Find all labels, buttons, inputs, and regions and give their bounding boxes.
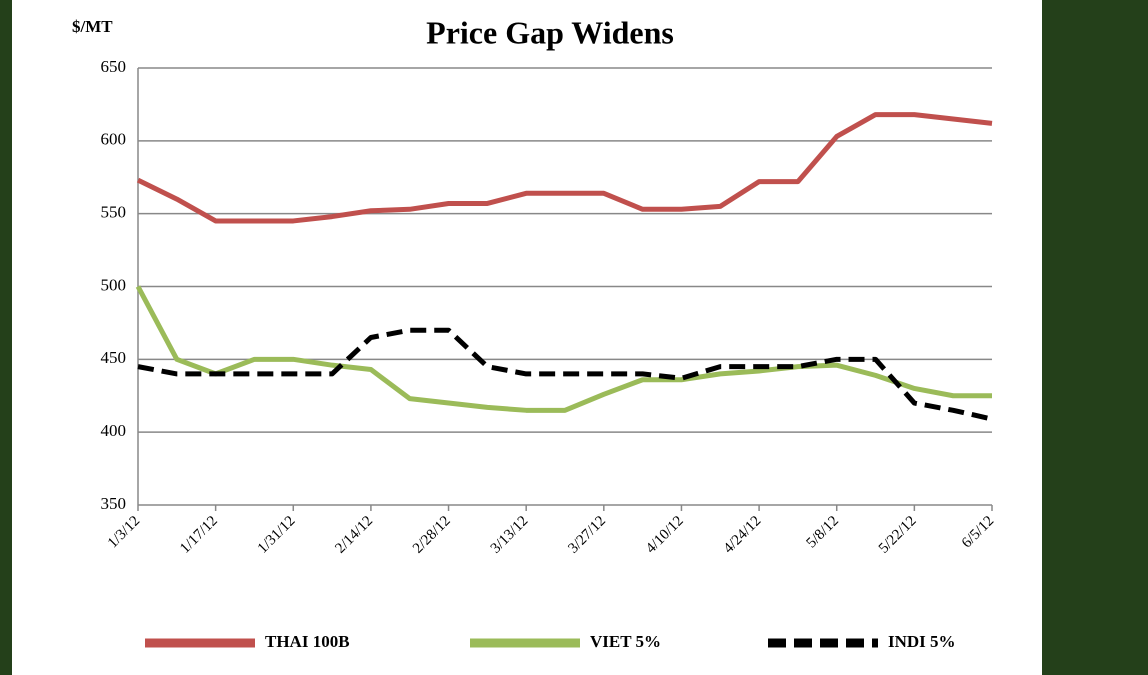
legend-label: THAI 100B bbox=[265, 632, 350, 651]
legend-label: VIET 5% bbox=[590, 632, 661, 651]
y-tick-label: 600 bbox=[101, 130, 127, 149]
y-tick-label: 450 bbox=[101, 348, 127, 367]
y-tick-label: 550 bbox=[101, 203, 127, 222]
y-tick-label: 650 bbox=[101, 57, 127, 76]
chart-title: Price Gap Widens bbox=[426, 14, 674, 50]
y-tick-label: 350 bbox=[101, 494, 127, 513]
series-line bbox=[137, 327, 993, 422]
legend-label: INDI 5% bbox=[888, 632, 956, 651]
y-axis-label: $/MT bbox=[72, 17, 113, 36]
series-line bbox=[136, 112, 993, 224]
chart-area bbox=[12, 0, 1042, 675]
y-tick-label: 400 bbox=[101, 421, 127, 440]
y-tick-label: 500 bbox=[101, 275, 127, 294]
series-line bbox=[135, 285, 992, 413]
